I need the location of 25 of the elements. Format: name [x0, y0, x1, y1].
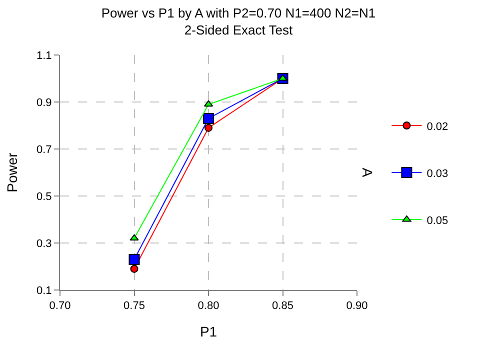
point	[128, 254, 140, 265]
y-tick-label: 0.9	[36, 96, 52, 109]
legend-title: A	[359, 168, 376, 178]
y-tick-label: 1.1	[36, 50, 52, 62]
legend-label: 0.03	[426, 168, 448, 180]
x-tick-label: 0.85	[272, 300, 294, 312]
x-axis-title: P1	[200, 324, 218, 340]
x-tick-label: 0.70	[49, 300, 71, 312]
x-tick-label: 0.90	[346, 300, 368, 312]
y-axis-title: Power	[4, 152, 20, 192]
point	[130, 234, 139, 241]
point	[204, 124, 212, 132]
point	[130, 264, 138, 273]
chart-subtitle: 2-Sided Exact Test	[184, 22, 293, 38]
y-tick-label: 0.1	[36, 284, 52, 297]
point	[203, 112, 214, 124]
legend-label: 0.02	[426, 120, 448, 133]
y-tick-label: 0.7	[36, 144, 52, 156]
y-tick-label: 0.3	[36, 238, 52, 250]
y-tick-label: 0.5	[36, 190, 52, 203]
chart-title: Power vs P1 by A with P2=0.70 N1=400 N2=N1	[101, 5, 376, 20]
x-tick-label: 0.75	[124, 300, 145, 312]
legend-label: 0.05	[426, 214, 448, 227]
x-tick-label: 0.80	[198, 300, 220, 312]
point	[204, 100, 214, 107]
